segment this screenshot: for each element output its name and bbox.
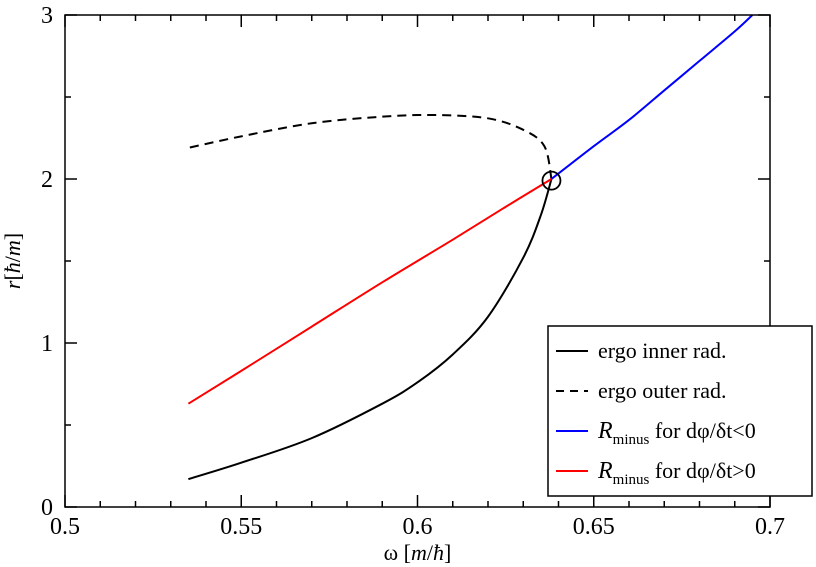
legend-box bbox=[547, 325, 813, 497]
x-tick-label: 0.7 bbox=[755, 514, 785, 540]
intersection-marker bbox=[541, 170, 562, 191]
x-tick-label: 0.6 bbox=[403, 514, 433, 540]
x-tick-label: 0.5 bbox=[50, 514, 80, 540]
legend-label-r-minus-for-d-t-0: Rminus for dφ/δt>0 bbox=[597, 458, 756, 488]
y-tick-label: 1 bbox=[41, 331, 53, 357]
series-line-ergo-outer-rad bbox=[188, 113, 553, 180]
y-tick-label: 2 bbox=[41, 167, 53, 193]
series-layer bbox=[187, 14, 754, 481]
series-line-r-minus-for-d-t-0 bbox=[187, 178, 552, 405]
legend-label-r-minus-for-d-t-0: Rminus for dφ/δt<0 bbox=[597, 418, 756, 448]
x-axis-label: ω [m/ħ] bbox=[384, 540, 452, 565]
y-tick-label: 0 bbox=[41, 495, 53, 521]
series-line-r-minus-for-d-t-0 bbox=[550, 14, 754, 180]
legend: ergo inner rad. ergo outer rad. Rminus for… bbox=[547, 325, 813, 497]
x-tick-label: 0.65 bbox=[573, 514, 615, 540]
x-tick-label: 0.55 bbox=[220, 514, 262, 540]
legend-label-ergo-outer-rad: ergo outer rad. bbox=[598, 378, 727, 403]
label-layer: 0.5 0.55 0.6 0.65 0.7 0 1 2 3 ω [m/ħ] r[ħ/m] bbox=[0, 3, 785, 565]
y-tick-label: 3 bbox=[41, 3, 53, 29]
tick-layer bbox=[64, 14, 771, 508]
y-axis-label: r[ħ/m] bbox=[0, 233, 25, 289]
legend-label-ergo-inner-rad: ergo inner rad. bbox=[598, 338, 727, 363]
series-line-ergo-inner-rad bbox=[188, 178, 553, 481]
marker-layer bbox=[541, 170, 562, 191]
